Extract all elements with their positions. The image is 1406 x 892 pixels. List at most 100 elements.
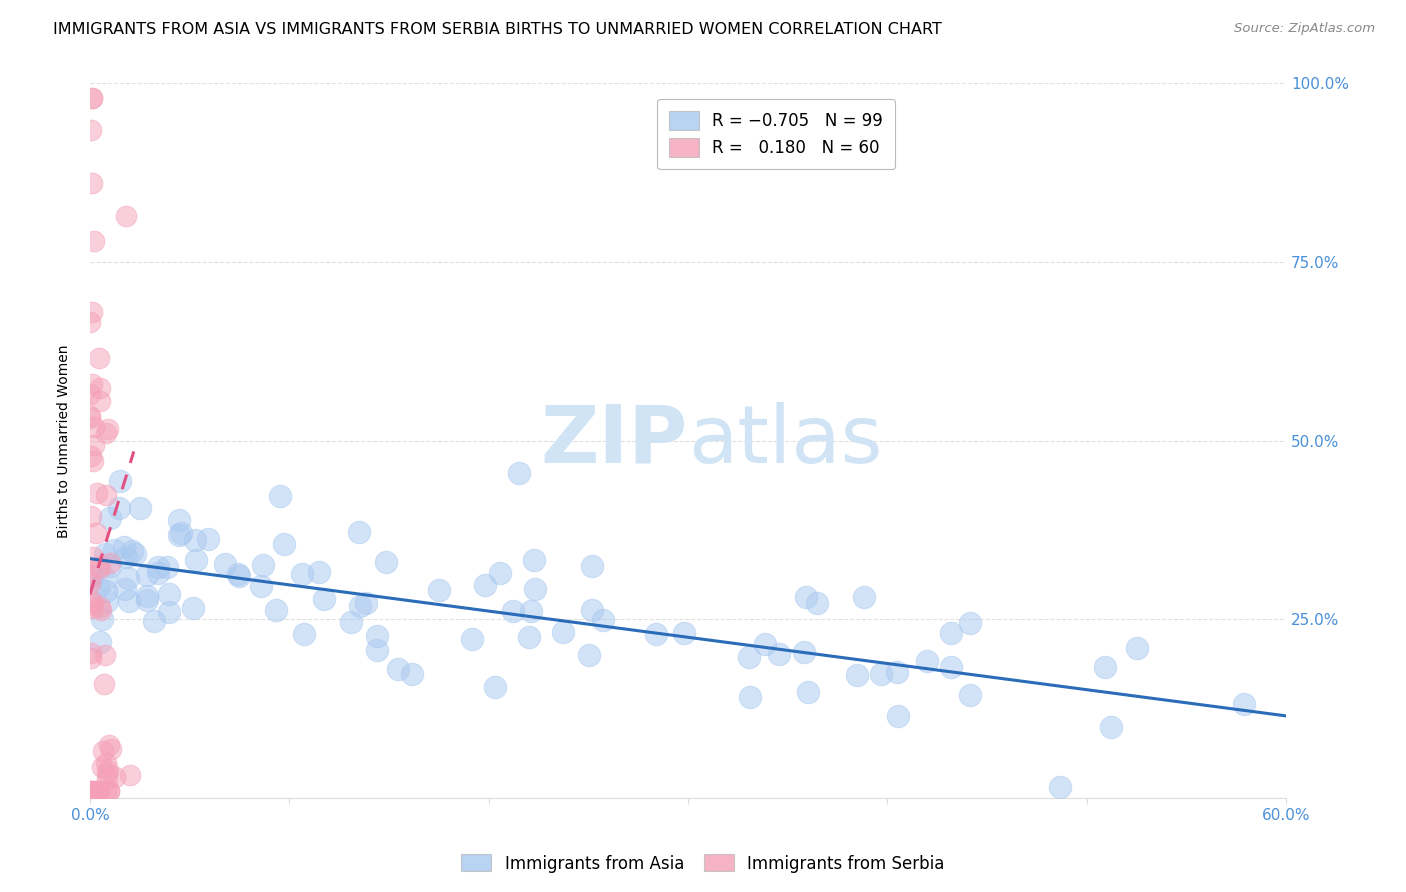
Point [114, 540, 136, 554]
Text: IMMIGRANTS FROM ASIA VS IMMIGRANTS FROM SERBIA BIRTHS TO UNMARRIED WOMEN CORRELA: IMMIGRANTS FROM ASIA VS IMMIGRANTS FROM … [53, 22, 942, 37]
Point [768, 648, 790, 662]
Point [366, 643, 388, 657]
Point [502, 604, 524, 618]
Point [523, 552, 546, 566]
Point [117, 571, 139, 585]
Point [84, 784, 107, 798]
Point [184, 533, 207, 547]
Point [80, 651, 103, 665]
Point [197, 532, 219, 546]
Y-axis label: Births to Unmarried Women: Births to Unmarried Women [58, 344, 72, 538]
Point [79, 387, 101, 401]
Point [80, 646, 103, 660]
Point [592, 613, 614, 627]
Point [80, 449, 103, 463]
Point [87, 784, 110, 798]
Point [82, 454, 104, 468]
Point [121, 544, 143, 558]
Point [148, 560, 170, 574]
Point [167, 512, 190, 526]
Point [89, 634, 111, 648]
Point [96, 584, 118, 599]
Point [98, 556, 121, 570]
Point [80, 569, 103, 583]
Point [273, 536, 295, 550]
Point [959, 615, 981, 630]
Point [79, 784, 101, 798]
Point [89, 351, 111, 365]
Point [806, 595, 828, 609]
Point [89, 394, 111, 409]
Point [401, 666, 423, 681]
Point [853, 590, 876, 604]
Point [143, 614, 166, 628]
Point [581, 603, 603, 617]
Point [118, 594, 141, 608]
Point [959, 688, 981, 702]
Point [80, 508, 103, 523]
Text: ZIP: ZIP [541, 401, 688, 480]
Point [347, 525, 370, 540]
Point [1094, 659, 1116, 673]
Point [91, 744, 114, 758]
Point [98, 559, 121, 574]
Point [98, 511, 121, 525]
Point [89, 561, 111, 575]
Point [461, 632, 484, 647]
Point [79, 409, 101, 423]
Point [870, 667, 893, 681]
Point [252, 558, 274, 573]
Point [508, 466, 530, 480]
Point [264, 603, 287, 617]
Point [80, 305, 103, 319]
Point [644, 627, 666, 641]
Point [159, 587, 181, 601]
Point [104, 770, 127, 784]
Point [794, 591, 817, 605]
Point [269, 489, 291, 503]
Point [519, 630, 541, 644]
Point [340, 615, 363, 629]
Point [96, 765, 118, 780]
Point [553, 624, 575, 639]
Point [939, 625, 962, 640]
Point [83, 234, 105, 248]
Point [754, 637, 776, 651]
Point [89, 600, 111, 615]
Point [672, 626, 695, 640]
Point [79, 315, 101, 329]
Point [886, 665, 908, 679]
Point [87, 784, 110, 798]
Legend: Immigrants from Asia, Immigrants from Serbia: Immigrants from Asia, Immigrants from Se… [454, 847, 952, 880]
Point [170, 525, 193, 540]
Point [96, 488, 118, 502]
Point [90, 603, 112, 617]
Point [84, 526, 107, 541]
Point [83, 420, 105, 434]
Point [97, 422, 120, 436]
Point [80, 784, 103, 798]
Point [124, 547, 146, 561]
Point [1233, 697, 1256, 711]
Point [91, 612, 114, 626]
Point [90, 759, 112, 773]
Point [520, 603, 543, 617]
Legend: R = −0.705   N = 99, R =   0.180   N = 60: R = −0.705 N = 99, R = 0.180 N = 60 [658, 99, 894, 169]
Point [157, 605, 180, 619]
Point [387, 662, 409, 676]
Point [1099, 720, 1122, 734]
Point [83, 438, 105, 452]
Point [86, 784, 108, 798]
Point [80, 177, 103, 191]
Point [488, 566, 510, 580]
Point [94, 547, 117, 561]
Point [226, 567, 249, 582]
Point [214, 558, 236, 572]
Point [136, 568, 159, 582]
Point [523, 582, 546, 596]
Point [82, 600, 104, 615]
Point [80, 122, 103, 136]
Point [86, 580, 108, 594]
Point [136, 589, 159, 603]
Point [796, 685, 818, 699]
